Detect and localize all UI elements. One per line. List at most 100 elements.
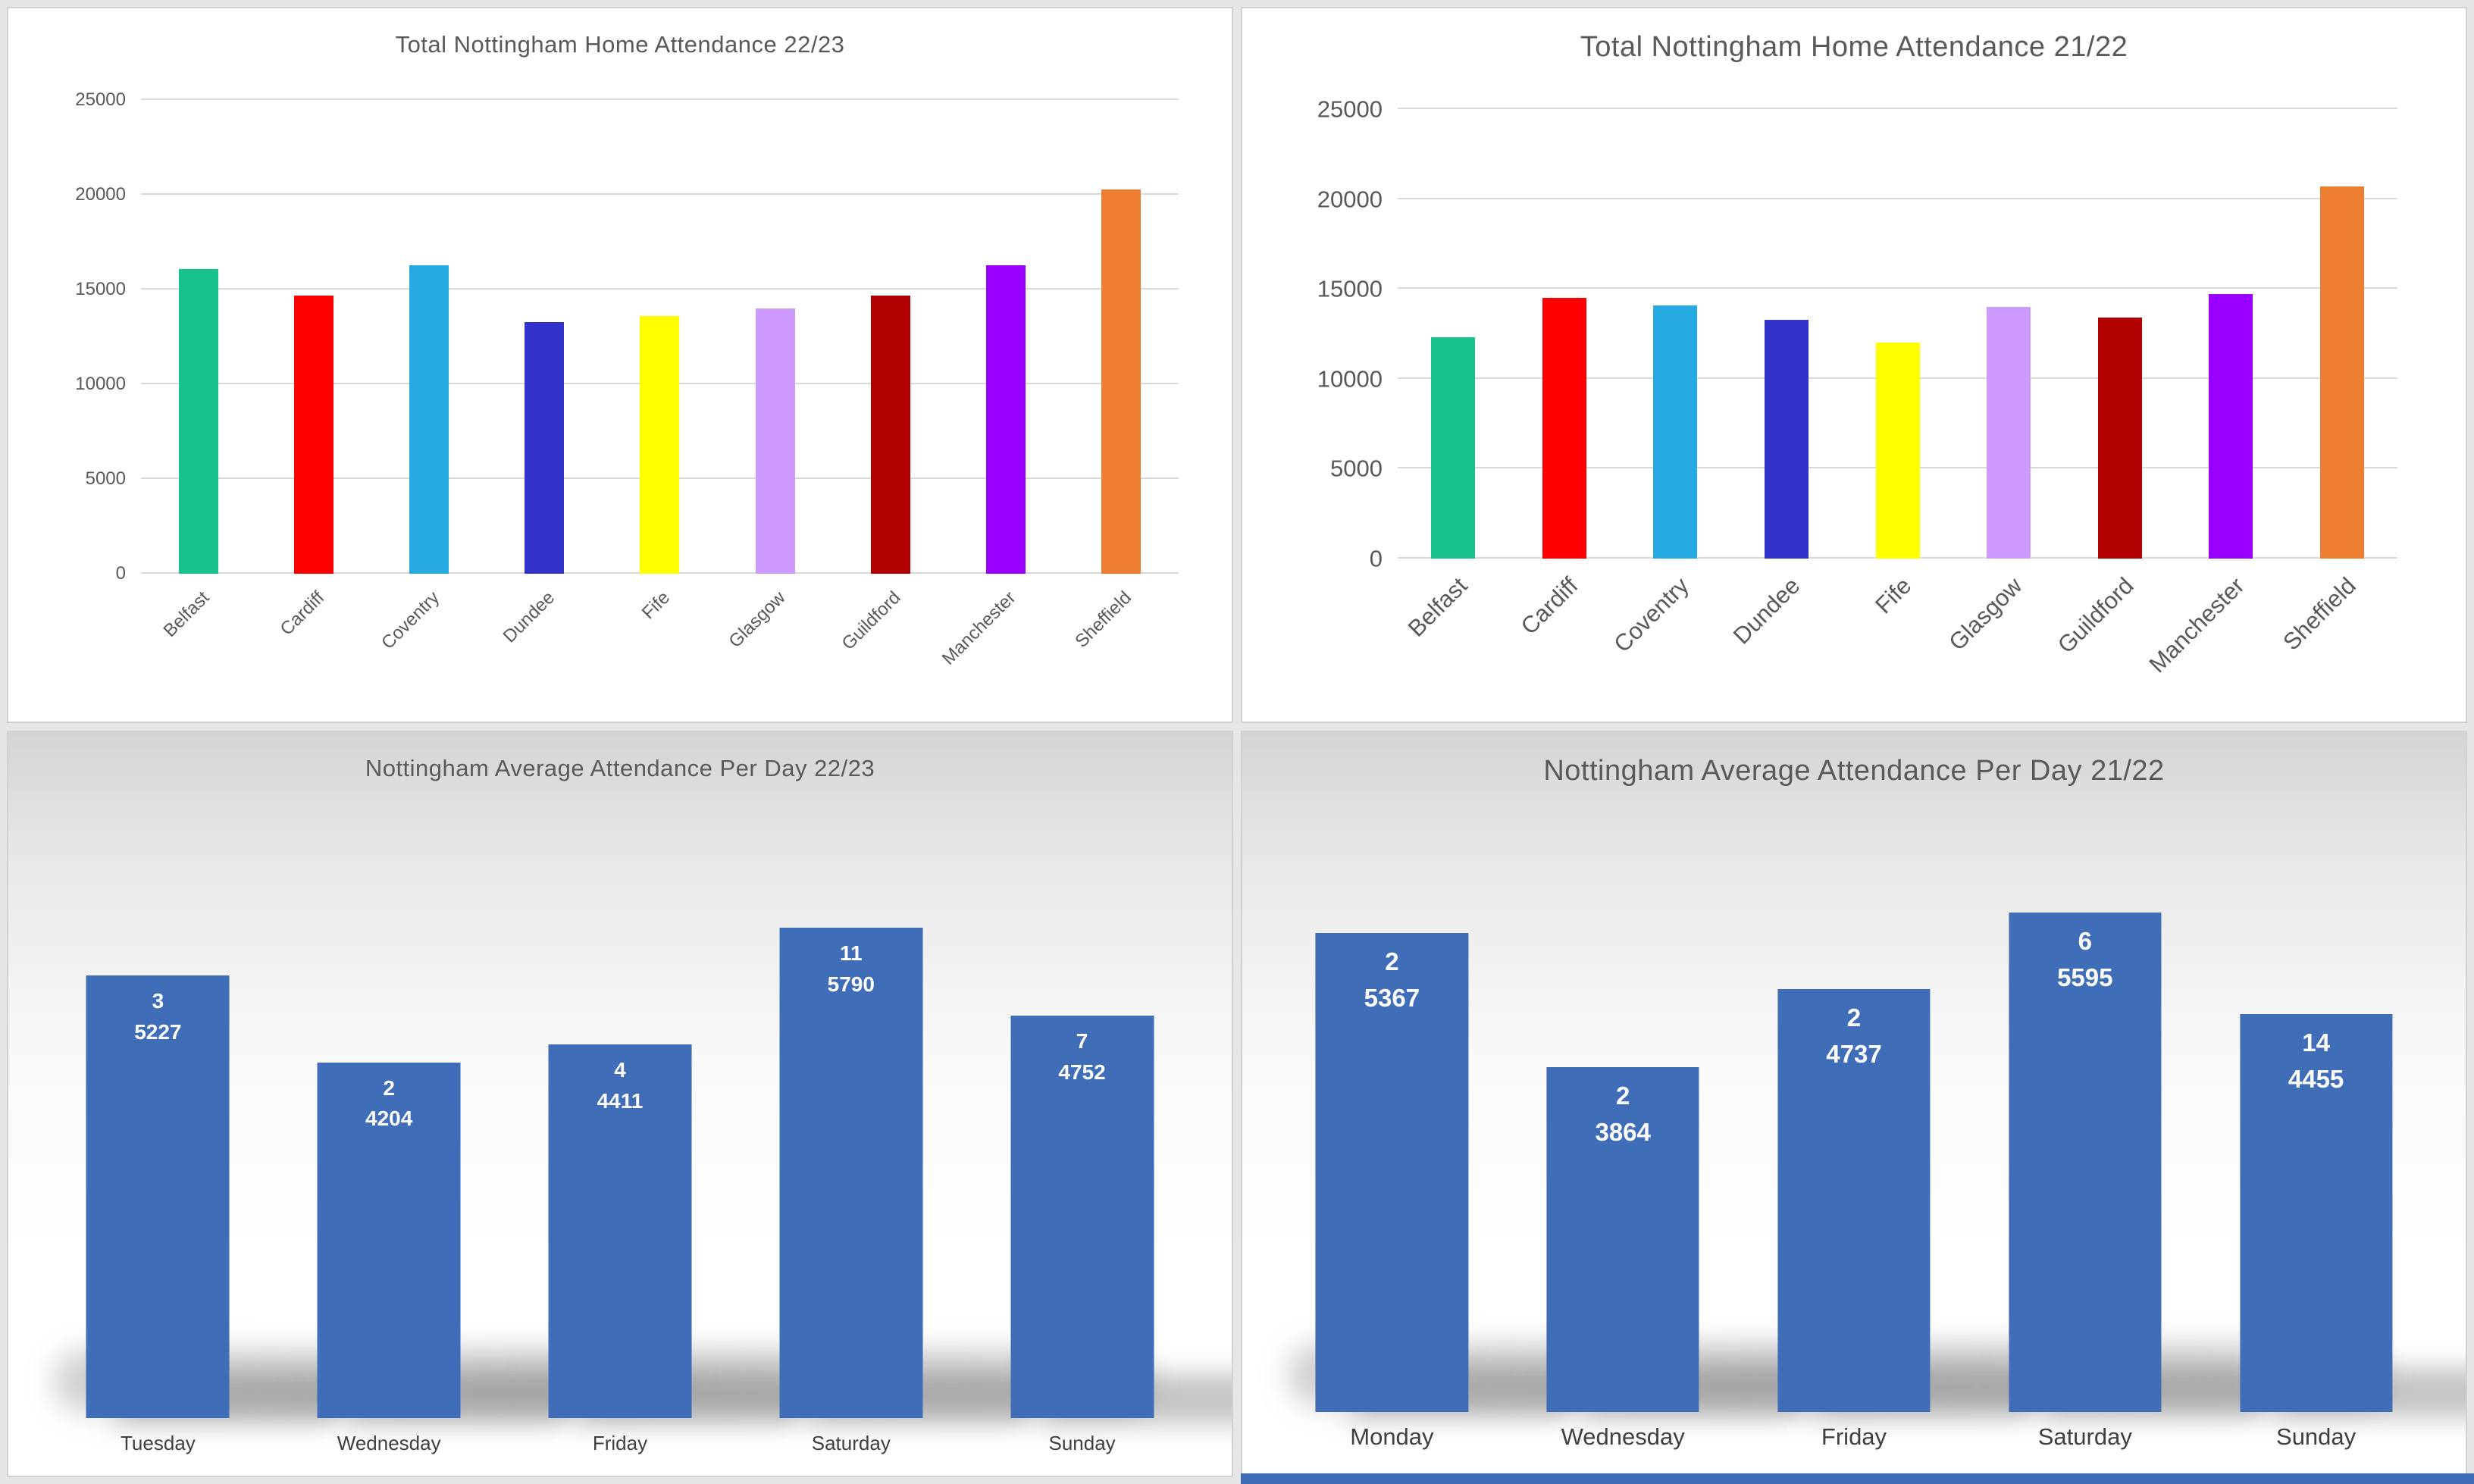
x-axis-category-label: Glasgow [725, 587, 790, 653]
x-axis-category-label: Friday [592, 1431, 648, 1454]
bar-data-label: 2 3864 [1547, 1078, 1699, 1151]
y-axis-tick-label: 5000 [85, 468, 126, 489]
card-average-day-2223: Nottingham Average Attendance Per Day 22… [7, 731, 1233, 1477]
x-axis-category-label: Friday [1821, 1423, 1887, 1450]
bars-area: Belfast Cardiff Coventry Dundee Fife Glasgow G… [1398, 109, 2397, 678]
bar-zone: 2 4737 [1739, 814, 2061, 1418]
bar-sunday: 14 4455 [2240, 1014, 2393, 1412]
bar-slot: Sheffield [1063, 100, 1179, 652]
y-axis-tick-label: 5000 [1330, 455, 1383, 482]
bar-coventry [409, 265, 449, 574]
partial-blue-strip [1241, 1473, 2474, 1484]
bar-data-label: 2 4204 [318, 1073, 461, 1135]
y-axis-tick-label: 0 [1369, 545, 1383, 572]
x-axis-category-label: Sheffield [2277, 572, 2361, 656]
y-axis-tick-label: 25000 [75, 89, 126, 110]
bar-value-label: 4737 [1826, 1040, 1882, 1069]
bar-wednesday: 2 4204 [317, 1062, 461, 1418]
bar-slot: 14 4455 Sunday [2200, 814, 2466, 1462]
bar-slot: Guildford [833, 100, 948, 654]
chart-title-average-2223: Nottingham Average Attendance Per Day 22… [365, 755, 875, 781]
bar-slot: Belfast [1398, 109, 1509, 642]
bar-slot: 6 5595 Saturday [1969, 814, 2291, 1462]
bar-monday: 2 5367 [1315, 932, 1468, 1412]
bar-slot: 2 4204 Wednesday [274, 809, 596, 1468]
bar-sheffield [1101, 189, 1141, 574]
x-axis-category-label: Sunday [1048, 1431, 1116, 1454]
bar-slot: 2 4737 Friday [1739, 814, 2061, 1462]
bar-slot: 3 5227 Tuesday [42, 809, 365, 1468]
y-axis-tick-label: 20000 [1317, 186, 1383, 213]
x-axis-category-label: Fife [1869, 572, 1917, 619]
x-axis-category-label: Cardiff [276, 587, 329, 640]
card-total-attendance-2122: Total Nottingham Home Attendance 21/22 0… [1241, 7, 2467, 723]
bar-saturday: 11 5790 [779, 928, 923, 1418]
bar-count-label: 4 [614, 1058, 626, 1082]
bar-manchester [2209, 294, 2253, 559]
chart-title-total-2122: Total Nottingham Home Attendance 21/22 [1580, 31, 2128, 63]
bar-slot: Cardiff [1509, 109, 1621, 640]
x-axis-category-label: Fife [638, 587, 675, 624]
bar-data-label: 2 5367 [1316, 944, 1468, 1016]
x-axis-category-label: Coventry [1608, 572, 1695, 658]
bar-slot: Manchester [2144, 109, 2287, 678]
y-axis-tick-label: 15000 [1317, 275, 1383, 302]
bar-guildford [2097, 318, 2142, 559]
bar-slot: Manchester [938, 100, 1063, 669]
bar-count-label: 2 [1846, 1003, 1862, 1032]
bar-count-label: 11 [839, 941, 863, 966]
bar-zone: 2 3864 [1508, 814, 1830, 1418]
bar-glasgow [1987, 306, 2031, 559]
bar-fife [640, 316, 680, 574]
chart-title-average-2122: Nottingham Average Attendance Per Day 21… [1543, 755, 2165, 787]
bar-slot: Coventry [371, 100, 487, 653]
x-axis-category-label: Dundee [499, 587, 559, 647]
bar-slot: Cardiff [256, 100, 371, 640]
bar-zone: 3 5227 [42, 809, 365, 1424]
bar-cardiff [1542, 298, 1586, 559]
bar-zone: 6 5595 [1969, 814, 2291, 1418]
bar-slot: Fife [1842, 109, 1953, 618]
x-axis-category-label: Monday [1350, 1423, 1434, 1450]
bar-data-label: 7 4752 [1010, 1026, 1154, 1088]
x-axis-category-label: Sheffield [1071, 587, 1136, 652]
gridline [141, 193, 1179, 195]
bar-data-label: 3 5227 [86, 986, 230, 1047]
x-axis-category-label: Sunday [2276, 1423, 2357, 1450]
bar-wednesday: 2 3864 [1546, 1066, 1699, 1412]
bar-data-label: 11 5790 [779, 938, 922, 1000]
bar-slot: 4 4411 Friday [505, 809, 827, 1468]
bar-value-label: 4752 [1058, 1060, 1106, 1084]
gridline [141, 99, 1179, 100]
bar-value-label: 4411 [597, 1089, 644, 1113]
x-axis-category-label: Belfast [159, 587, 214, 641]
x-axis-category-label: Glasgow [1943, 572, 2028, 656]
bar-friday: 4 4411 [548, 1044, 692, 1418]
bar-slot: 2 5367 Monday [1276, 814, 1599, 1462]
x-axis-category-label: Saturday [2037, 1423, 2132, 1450]
bar-count-label: 3 [152, 989, 164, 1013]
bar-manchester [985, 265, 1026, 574]
bar-zone: 7 4752 [966, 809, 1232, 1424]
bar-guildford [870, 295, 910, 574]
x-axis-category-label: Saturday [811, 1431, 891, 1454]
bars-area: 2 5367 Monday 2 3864 Wednesday 2 4737 Friday 6 559… [1276, 814, 2466, 1462]
bar-fife [1875, 343, 1920, 559]
x-axis-category-label: Manchester [2144, 572, 2250, 678]
bar-value-label: 4204 [365, 1107, 413, 1131]
gridline [1398, 287, 2397, 290]
bar-zone: 4 4411 [505, 809, 827, 1424]
bar-zone: 11 5790 [735, 809, 1057, 1424]
bar-glasgow [755, 308, 795, 574]
gridline [141, 288, 1179, 290]
bars-area: Belfast Cardiff Coventry Dundee Fife Glasgow G… [141, 100, 1179, 669]
gridline [1398, 197, 2397, 199]
plot-average-2122: 2 5367 Monday 2 3864 Wednesday 2 4737 Friday 6 559… [1276, 814, 2466, 1462]
chart-title-total-2223: Total Nottingham Home Attendance 22/23 [395, 31, 845, 58]
bar-value-label: 3864 [1595, 1117, 1651, 1146]
bar-slot: Guildford [2053, 109, 2175, 659]
bar-zone: 2 5367 [1276, 814, 1599, 1418]
bar-slot: 7 4752 Sunday [966, 809, 1232, 1468]
bar-slot: Dundee [487, 100, 602, 647]
